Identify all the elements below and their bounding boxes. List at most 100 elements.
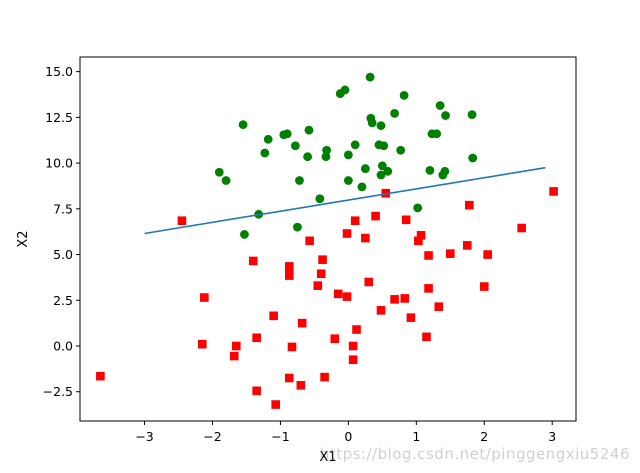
class1-point [221,176,231,185]
class0-point [465,200,474,210]
x-tick-label: −2 [203,429,221,444]
y-tick-label: 12.5 [45,110,73,125]
decision-boundary-line [144,166,546,235]
class1-point [263,134,273,144]
class0-point [296,381,306,390]
y-tick-label: 10.0 [45,156,73,171]
class0-point [352,325,361,334]
class0-point [229,351,239,361]
class1-point [413,203,423,213]
class1-point [335,89,345,98]
x-tick-label: 2 [480,429,488,444]
x-tick-label: −1 [271,429,289,444]
class1-point [425,166,435,175]
class1-point [365,72,375,82]
class0-point [248,256,258,266]
class0-point [269,311,278,321]
class0-point [390,295,399,304]
class1-point [379,141,389,151]
class0-point [313,281,323,290]
class0-point [371,211,380,221]
class0-point [348,355,358,365]
class1-point [441,111,450,120]
class1-point [293,222,302,232]
class1-point [468,153,478,163]
plot-frame [79,56,577,422]
class0-point [446,249,455,258]
class0-point [342,229,352,238]
class1-point [432,129,442,139]
y-tick-label: 15.0 [45,64,73,79]
class0-point [406,313,416,322]
class1-point [343,176,353,185]
class0-point [330,334,340,343]
axis-ticks: −3 −2 −1 0 1 2 3 −2.5 0.0 2.5 5.0 7.5 10.0 12.5 15.0 [43,64,557,444]
class0-point [401,215,411,225]
class1-point [360,164,370,173]
x-tick-label: 3 [548,429,556,444]
class1-point [304,125,314,135]
class0-point [483,250,492,259]
class0-point [376,306,386,315]
class0-point [271,400,280,409]
class1-point [315,194,325,204]
x-axis-label: X1 [319,450,336,465]
class1-point [290,141,300,151]
class1-point [435,101,445,110]
class1-point [390,108,399,118]
class0-point [361,233,370,243]
class0-point [177,216,187,226]
class1-point [376,170,386,180]
y-tick-label: 7.5 [53,201,73,216]
data-marks [96,72,558,409]
class1-point [438,170,448,180]
class1-point [467,110,477,120]
class1-point [367,118,377,128]
class0-point [364,277,374,287]
class0-point [320,372,329,382]
y-tick-label: 0.0 [53,339,73,354]
class0-point [333,289,343,299]
class0-point [252,386,261,396]
y-tick-label: 2.5 [53,293,73,308]
class1-point [377,161,387,171]
class0-point [350,216,360,226]
class1-point [343,150,353,160]
class0-point [416,231,426,240]
class0-point [252,333,261,343]
class0-point [284,373,294,383]
class0-point [422,332,431,342]
class0-point [348,341,358,351]
class0-point [316,269,326,279]
y-axis-label: X2 [16,230,31,247]
class0-point [96,371,105,381]
class1-point [238,120,248,130]
class1-point [240,230,249,239]
class1-point [383,166,393,176]
class0-point [198,339,207,349]
y-tick-label: 5.0 [53,247,73,262]
class0-point [414,236,423,246]
class0-point [297,318,307,328]
class1-point [399,91,409,100]
class0-point [231,341,241,351]
class0-point [424,284,433,293]
class0-point [424,251,433,260]
x-tick-label: −3 [135,429,153,444]
class1-point [282,129,292,139]
class1-point [303,152,313,162]
class0-point [479,282,489,291]
class1-point [260,148,270,158]
class0-point [287,342,297,352]
class0-point [284,271,294,280]
class0-point [400,294,410,303]
class0-point [342,292,352,301]
class1-point [321,152,331,162]
class1-point [396,145,406,155]
class0-point [284,265,294,275]
class0-point [517,223,526,233]
class0-point [462,241,472,250]
class0-point [318,255,327,264]
x-tick-label: 0 [344,429,352,444]
